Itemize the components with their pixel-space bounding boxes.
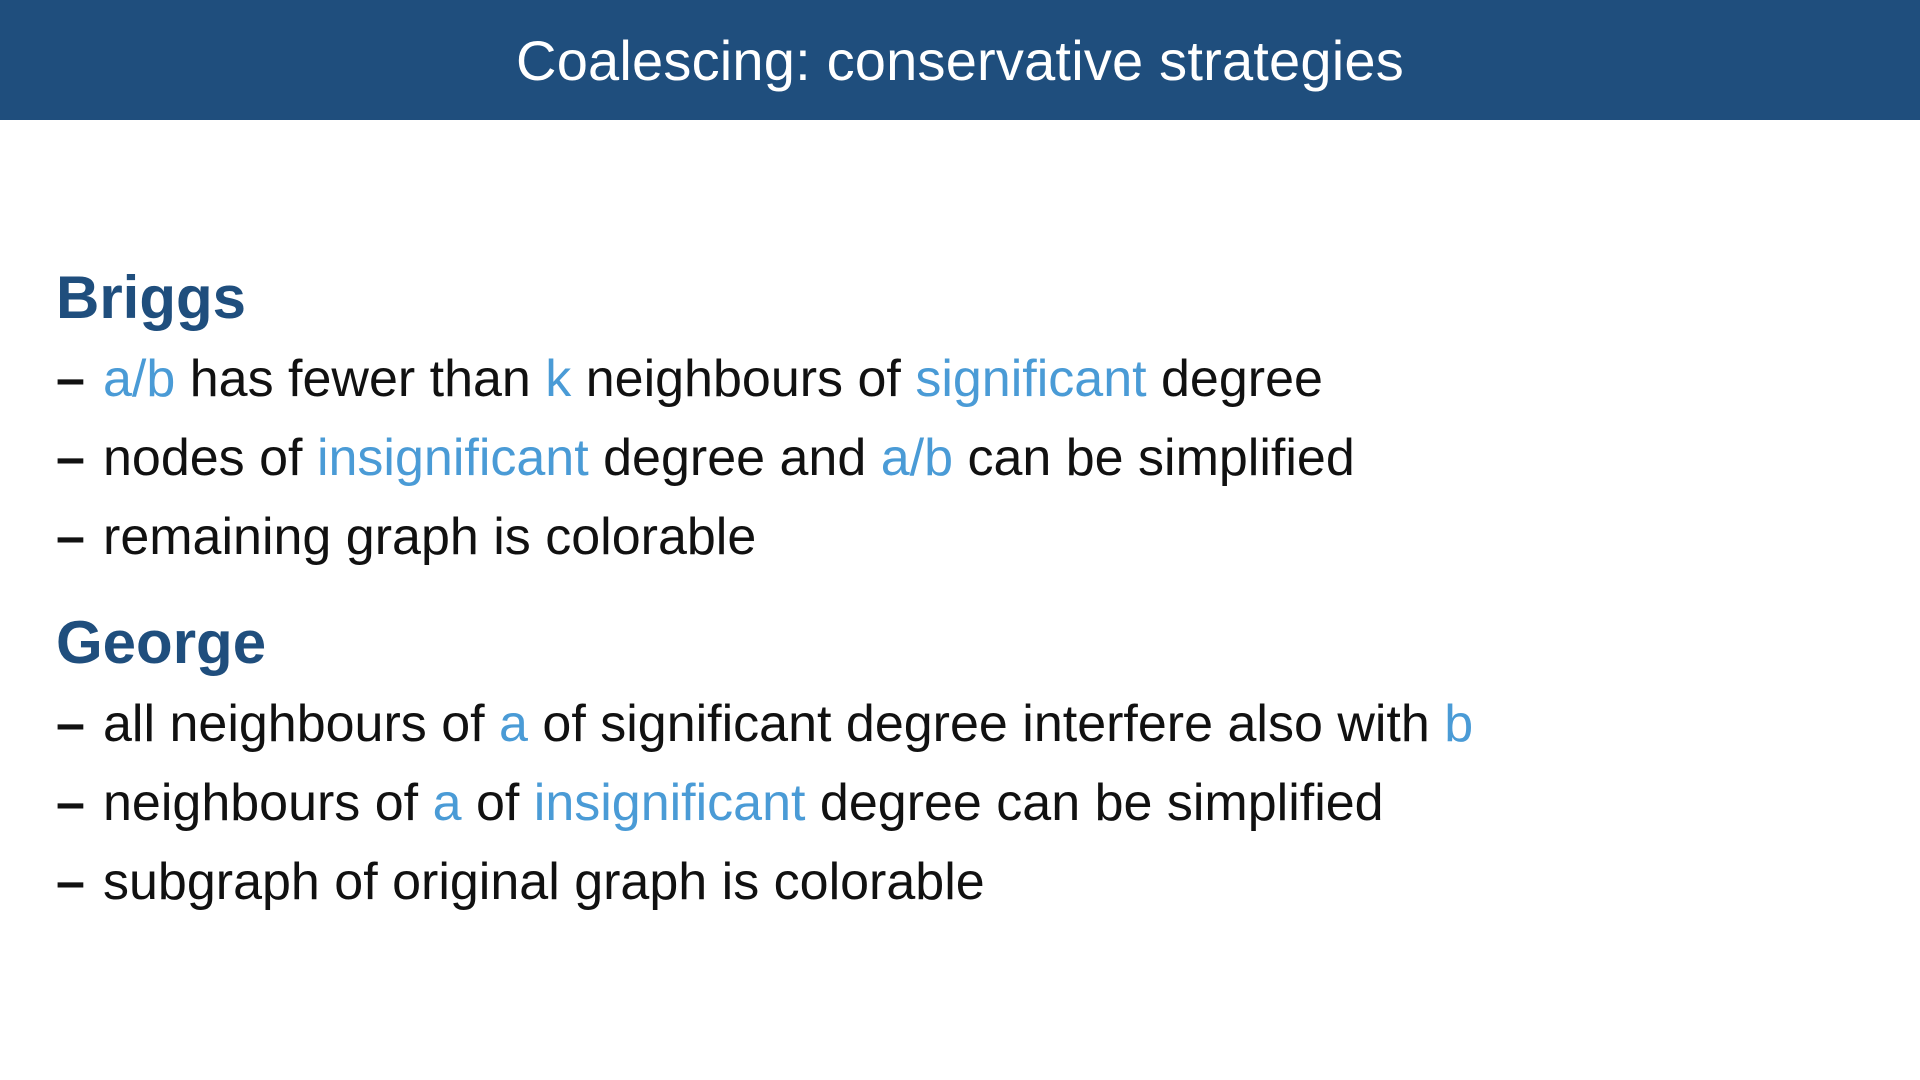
- slide-content: Briggs – a/b has fewer than k neighbours…: [56, 262, 1866, 922]
- text-segment: neighbours of: [571, 350, 916, 408]
- bullet-item: – remaining graph is colorable: [56, 498, 1866, 577]
- section-heading: George: [56, 609, 267, 676]
- bullet-marker: –: [56, 695, 85, 753]
- bullet-item: – subgraph of original graph is colorabl…: [56, 843, 1866, 922]
- text-segment: degree and: [588, 429, 881, 487]
- bullet-text: all neighbours of a of significant degre…: [103, 685, 1473, 764]
- text-segment: nodes of: [103, 429, 317, 487]
- text-segment: insignificant: [316, 429, 589, 487]
- text-segment: all neighbours of: [103, 695, 500, 753]
- bullet-item: – a/b has fewer than k neighbours of sig…: [56, 340, 1866, 419]
- bullet-text: remaining graph is colorable: [103, 498, 756, 577]
- bullet-marker: –: [56, 508, 85, 566]
- text-segment: has fewer than: [175, 350, 546, 408]
- text-segment: of: [461, 774, 534, 832]
- bullet-marker: –: [56, 350, 85, 408]
- slide-title: Coalescing: conservative strategies: [516, 28, 1404, 92]
- bullet-list: – all neighbours of a of significant deg…: [56, 685, 1866, 922]
- text-segment: degree can be simplified: [805, 774, 1384, 832]
- bullet-text: a/b has fewer than k neighbours of signi…: [103, 340, 1323, 419]
- bullet-marker: –: [56, 429, 85, 487]
- text-segment: insignificant: [533, 774, 806, 832]
- text-segment: of significant degree interfere also wit…: [527, 695, 1445, 753]
- text-segment: a/b: [103, 350, 176, 408]
- bullet-text: nodes of insignificant degree and a/b ca…: [103, 419, 1355, 498]
- bullet-item: – nodes of insignificant degree and a/b …: [56, 419, 1866, 498]
- section-george: George – all neighbours of a of signific…: [56, 607, 1866, 922]
- text-segment: subgraph of original graph is colorable: [103, 853, 985, 911]
- bullet-text: subgraph of original graph is colorable: [103, 843, 985, 922]
- bullet-marker: –: [56, 853, 85, 911]
- text-segment: a: [432, 774, 462, 832]
- text-segment: significant: [915, 350, 1147, 408]
- bullet-text: neighbours of a of insignificant degree …: [103, 764, 1384, 843]
- text-segment: remaining graph is colorable: [103, 508, 757, 566]
- slide-header: Coalescing: conservative strategies: [0, 0, 1920, 120]
- section-briggs: Briggs – a/b has fewer than k neighbours…: [56, 262, 1866, 577]
- text-segment: b: [1444, 695, 1474, 753]
- bullet-item: – neighbours of a of insignificant degre…: [56, 764, 1866, 843]
- text-segment: can be simplified: [953, 429, 1355, 487]
- bullet-list: – a/b has fewer than k neighbours of sig…: [56, 340, 1866, 577]
- bullet-item: – all neighbours of a of significant deg…: [56, 685, 1866, 764]
- text-segment: a: [499, 695, 528, 753]
- section-heading: Briggs: [56, 264, 247, 331]
- text-segment: k: [545, 350, 572, 408]
- text-segment: degree: [1146, 350, 1323, 408]
- text-segment: neighbours of: [103, 774, 433, 832]
- bullet-marker: –: [56, 774, 85, 832]
- text-segment: a/b: [880, 429, 953, 487]
